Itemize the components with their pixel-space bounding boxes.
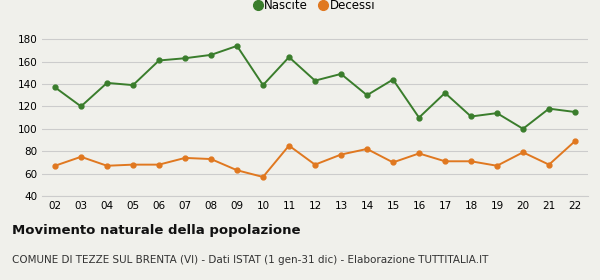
Legend: Nascite, Decessi: Nascite, Decessi xyxy=(250,0,380,17)
Text: Movimento naturale della popolazione: Movimento naturale della popolazione xyxy=(12,224,301,237)
Text: COMUNE DI TEZZE SUL BRENTA (VI) - Dati ISTAT (1 gen-31 dic) - Elaborazione TUTTI: COMUNE DI TEZZE SUL BRENTA (VI) - Dati I… xyxy=(12,255,488,265)
